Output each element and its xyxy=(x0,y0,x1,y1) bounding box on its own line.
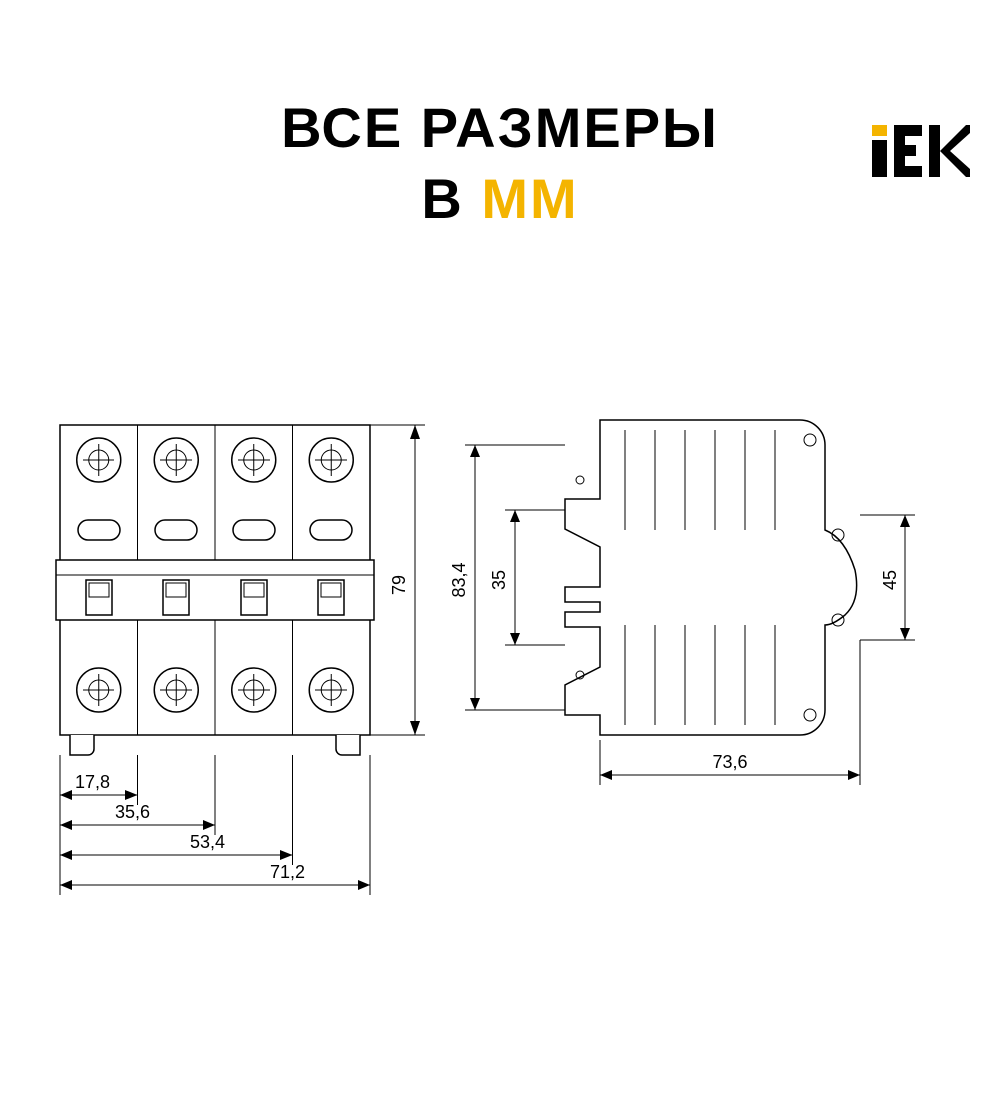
dim-depth: 73,6 xyxy=(712,752,747,772)
dim-height: 79 xyxy=(389,575,409,595)
page-title: ВСЕ РАЗМЕРЫ В ММ xyxy=(0,95,1000,231)
front-view: 79 17,8 35,6 53,4 71,2 xyxy=(56,425,425,895)
technical-drawings: 79 17,8 35,6 53,4 71,2 xyxy=(0,405,1000,1005)
dim-w4: 71,2 xyxy=(270,862,305,882)
dim-w2: 35,6 xyxy=(115,802,150,822)
side-view: 35 83,4 45 73,6 xyxy=(449,420,915,785)
dim-w1: 17,8 xyxy=(75,772,110,792)
title-line-2: В ММ xyxy=(0,166,1000,231)
brand-logo xyxy=(870,125,970,177)
dim-35: 35 xyxy=(489,570,509,590)
dim-w3: 53,4 xyxy=(190,832,225,852)
dim-45: 45 xyxy=(880,570,900,590)
title-line-1: ВСЕ РАЗМЕРЫ xyxy=(0,95,1000,160)
dim-834: 83,4 xyxy=(449,562,469,597)
